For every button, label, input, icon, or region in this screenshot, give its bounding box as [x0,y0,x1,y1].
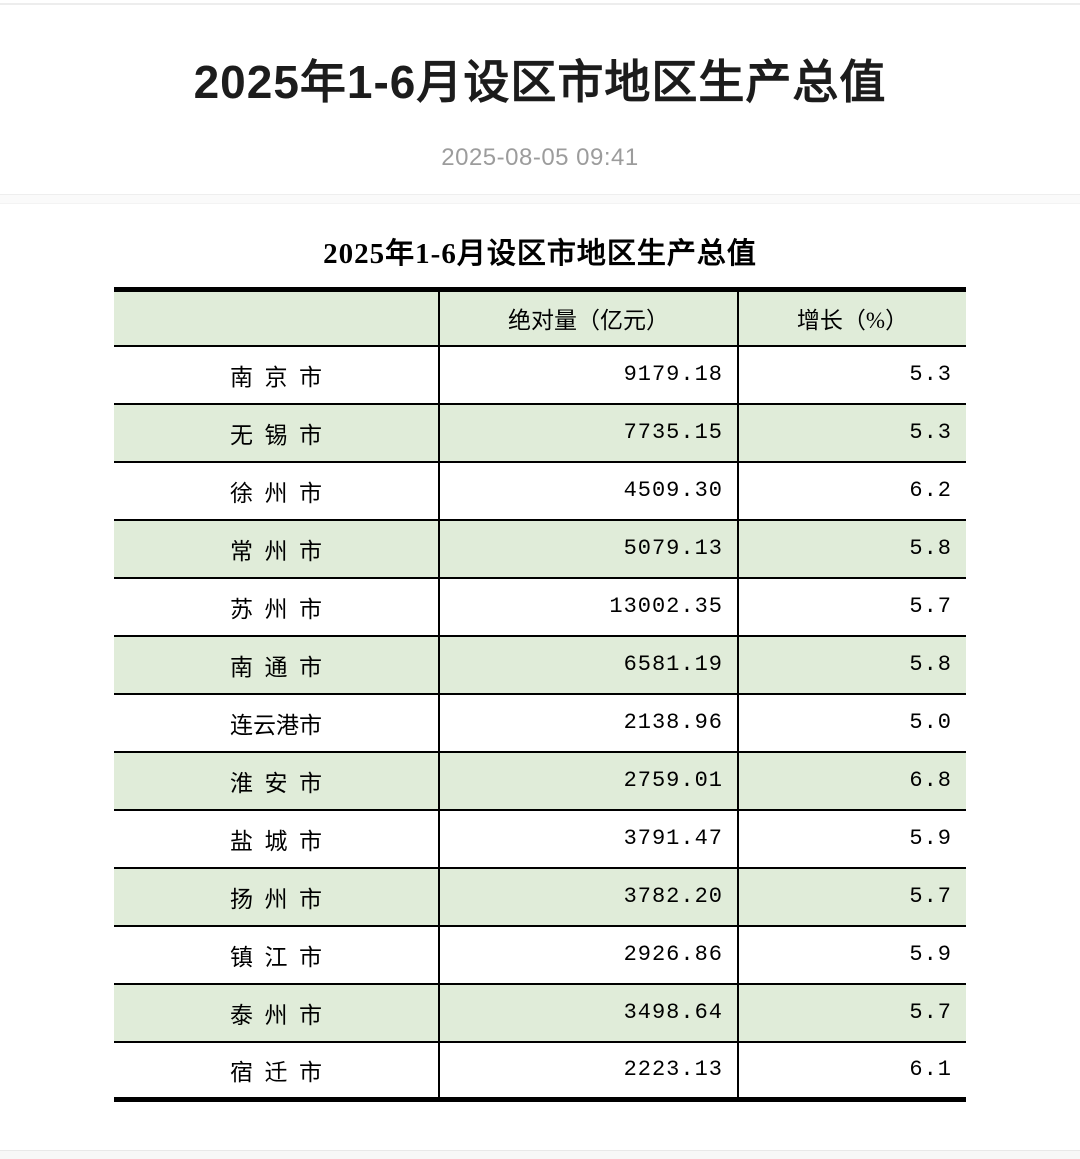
city-cell: 宿 迁 市 [114,1041,440,1100]
table-row: 镇 江 市 2926.86 5.9 [114,925,966,985]
city-cell: 扬 州 市 [114,867,440,927]
table-row: 南 京 市 9179.18 5.3 [114,345,966,405]
growth-cell: 5.7 [738,867,966,927]
value-cell: 13002.35 [439,577,739,637]
value-cell: 2223.13 [439,1041,739,1100]
table-row: 徐 州 市 4509.30 6.2 [114,461,966,521]
growth-cell: 6.1 [909,1057,952,1083]
value-cell: 3782.20 [439,867,739,927]
table-row: 苏 州 市 13002.35 5.7 [114,577,966,637]
value-cell: 2926.86 [439,925,739,985]
growth-cell: 5.7 [738,577,966,637]
growth-cell: 6.8 [738,751,966,811]
value-cell: 5079.13 [439,519,739,579]
growth-cell: 5.3 [738,403,966,463]
value-cell: 3498.64 [439,983,739,1043]
page-top-divider [0,0,1080,5]
table-row: 宿 迁 市 2223.13 6.1 [114,1041,966,1100]
table-row: 淮 安 市 2759.01 6.8 [114,751,966,811]
table-row: 泰 州 市 3498.64 5.7 [114,983,966,1043]
gdp-table: 绝对量（亿元） 增长（%） 南 京 市 9179.18 5.3 无 锡 市 77… [114,287,966,1103]
city-cell: 淮 安 市 [114,751,440,811]
value-cell: 2759.01 [439,751,739,811]
gdp-table-body: 南 京 市 9179.18 5.3 无 锡 市 7735.15 5.3 徐 州 … [114,345,966,1100]
city-cell: 常 州 市 [114,519,440,579]
page-bottom-divider [0,1150,1080,1159]
article-header: 2025年1-6月设区市地区生产总值 2025-08-05 09:41 [0,5,1080,172]
growth-cell: 5.3 [738,345,966,405]
city-cell: 苏 州 市 [114,577,440,637]
publish-timestamp: 2025-08-05 09:41 [441,144,639,172]
city-cell: 连云港市 [114,693,440,753]
column-header-growth: 增长（%） [738,289,966,347]
growth-cell: 5.9 [738,925,966,985]
value-cell: 3791.47 [439,809,739,869]
city-cell: 南 通 市 [114,635,440,695]
value-cell: 6581.19 [439,635,739,695]
value-cell: 9179.18 [439,345,739,405]
city-cell: 盐 城 市 [114,809,440,869]
table-header-row: 绝对量（亿元） 增长（%） [114,289,966,347]
growth-cell: 5.8 [738,519,966,579]
value-cell: 2138.96 [439,693,739,753]
table-row: 扬 州 市 3782.20 5.7 [114,867,966,927]
city-cell: 泰 州 市 [114,983,440,1043]
value-cell: 4509.30 [439,461,739,521]
table-row: 盐 城 市 3791.47 5.9 [114,809,966,869]
city-cell: 无 锡 市 [114,403,440,463]
corner-cell [114,289,440,347]
city-cell: 南 京 市 [114,345,440,405]
header-content-divider [0,194,1080,205]
table-row: 南 通 市 6581.19 5.8 [114,635,966,695]
value-cell: 7735.15 [439,403,739,463]
growth-cell: 5.8 [738,635,966,695]
table-title: 2025年1-6月设区市地区生产总值 [323,238,757,271]
growth-cell: 5.7 [738,983,966,1043]
table-row: 无 锡 市 7735.15 5.3 [114,403,966,463]
page-title: 2025年1-6月设区市地区生产总值 [193,56,887,108]
growth-cell: 5.0 [738,693,966,753]
growth-cell: 5.9 [738,809,966,869]
table-row: 常 州 市 5079.13 5.8 [114,519,966,579]
city-cell: 徐 州 市 [114,461,440,521]
city-cell: 镇 江 市 [114,925,440,985]
growth-cell: 6.2 [738,461,966,521]
column-header-absolute: 绝对量（亿元） [439,289,739,347]
table-row: 连云港市 2138.96 5.0 [114,693,966,753]
